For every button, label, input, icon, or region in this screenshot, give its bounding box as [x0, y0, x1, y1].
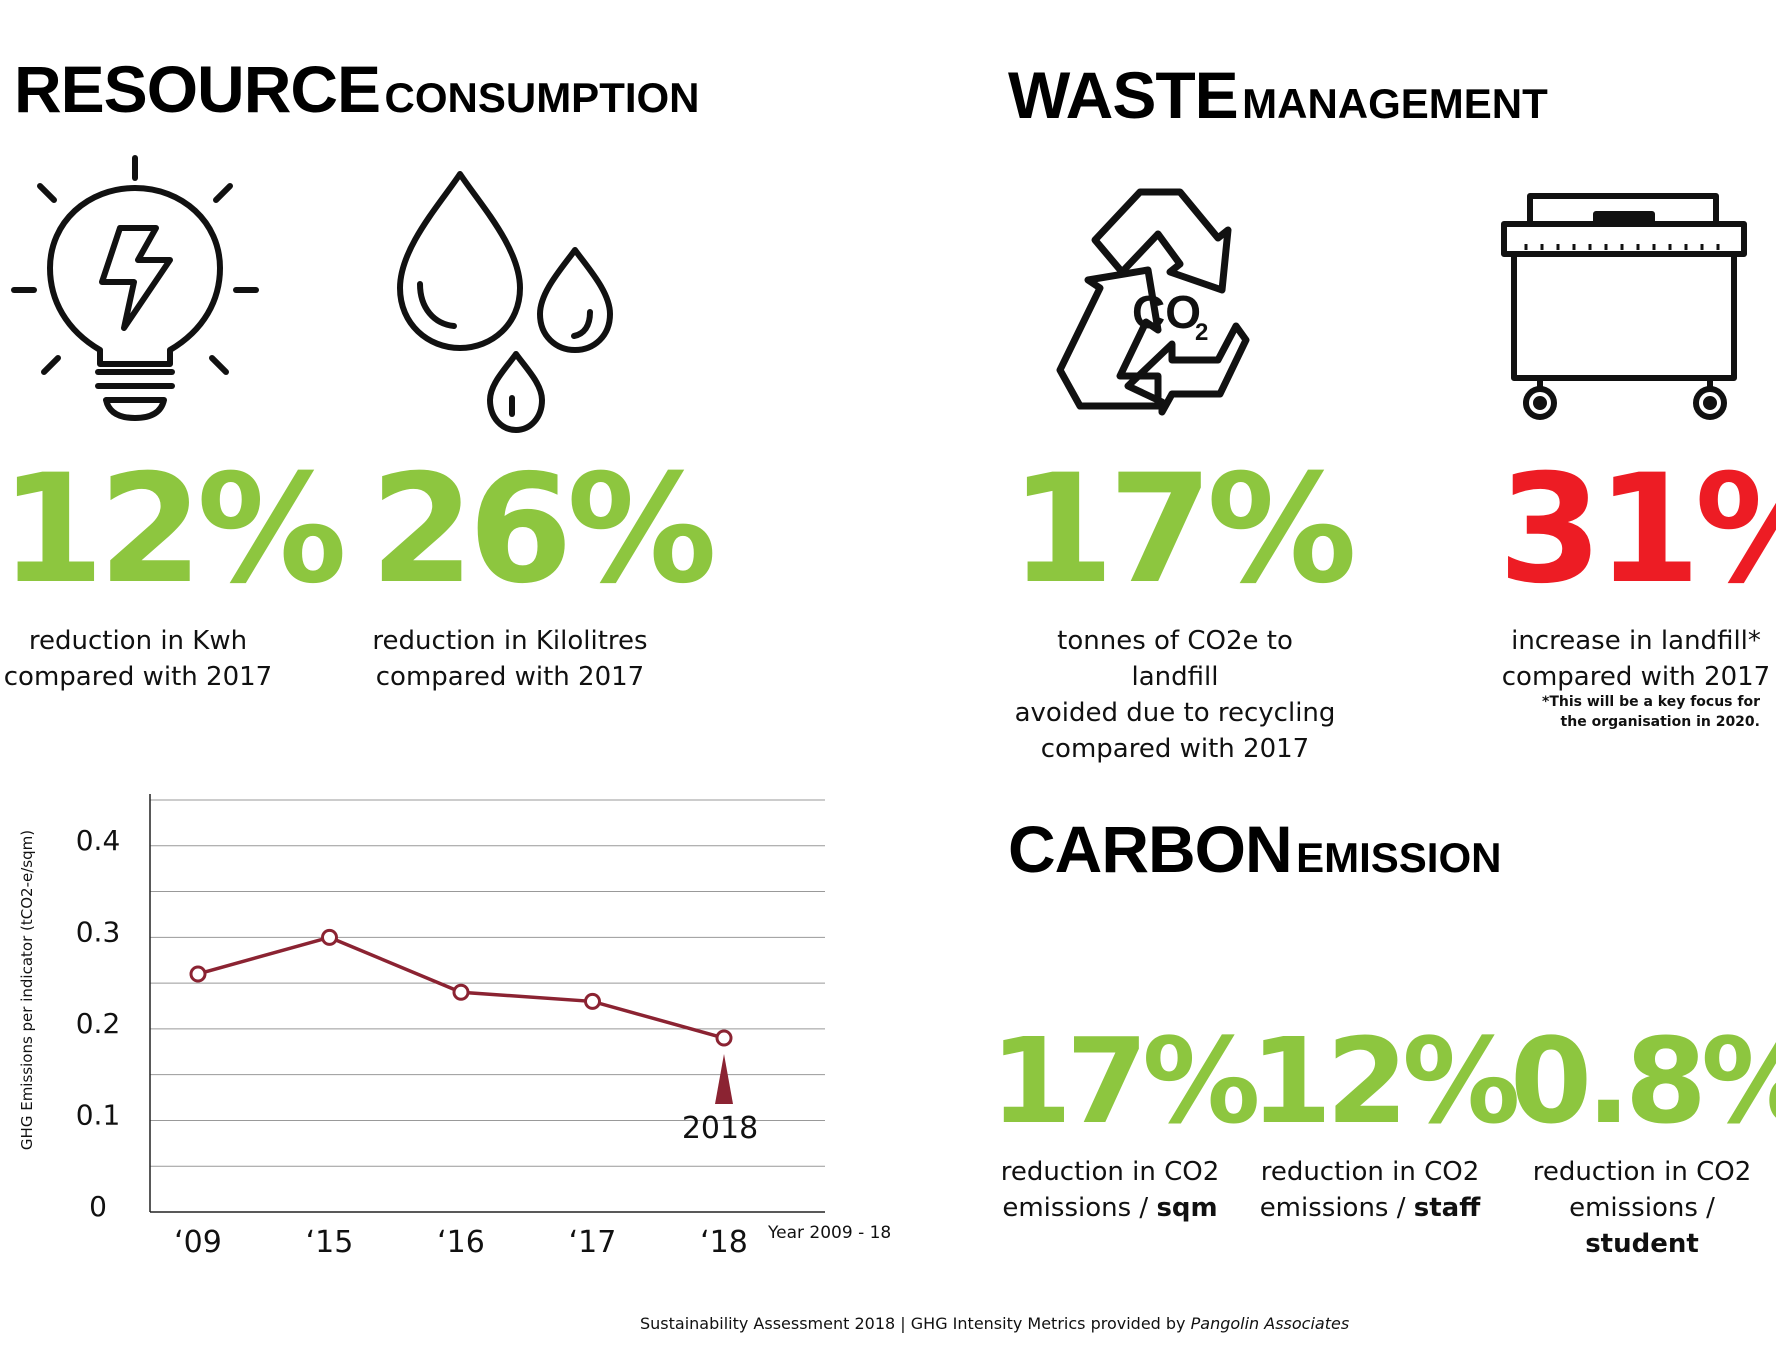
landfill-footnote: *This will be a key focus for the organi… [1542, 692, 1760, 732]
landfill-stat: 31% increase in landfill* compared with … [1498, 443, 1776, 695]
chart-y-tick-label: 0.3 [76, 915, 121, 948]
resource-heading-big: RESOURCE [14, 52, 381, 126]
carbon-sqm-line1: reduction in CO2 [1000, 1157, 1220, 1187]
resource-heading: RESOURCE CONSUMPTION [14, 56, 700, 122]
carbon-heading-small: EMISSION [1296, 834, 1502, 881]
chart-data-point [321, 928, 338, 946]
recycling-stat: 17% tonnes of CO2e to landfill avoided d… [1010, 443, 1357, 767]
waste-heading: WASTE MANAGEMENT [1008, 62, 1548, 128]
dumpster-icon [1496, 188, 1756, 428]
electricity-desc: reduction in Kwh compared with 2017 [0, 623, 276, 695]
carbon-heading-big: CARBON [1008, 812, 1293, 886]
chart-annotation-label: 2018 [682, 1111, 758, 1146]
electricity-stat: 12% reduction in Kwh compared with 2017 [0, 443, 347, 695]
co2-subscript: 2 [1195, 319, 1208, 346]
carbon-student-line2: emissions / student [1510, 1190, 1774, 1262]
carbon-student-value: 0.8% [1510, 1012, 1776, 1150]
carbon-staff-line2: emissions / staff [1250, 1190, 1490, 1226]
ghg-chart-svg: GHG Emissions per indicator (tCO2-e/sqm)… [18, 794, 891, 1260]
recycling-desc-line1: tonnes of CO2e to landfill [1057, 626, 1293, 692]
landfill-desc-line2: compared with 2017 [1501, 662, 1771, 692]
carbon-student-line1: reduction in CO2 [1532, 1157, 1752, 1187]
carbon-stat-staff: 12% reduction in CO2 emissions / staff [1250, 1012, 1520, 1226]
ghg-chart: GHG Emissions per indicator (tCO2-e/sqm)… [0, 780, 900, 1264]
chart-xlabel: Year 2009 - 18 [767, 1223, 891, 1243]
chart-x-tick-label: ‘16 [437, 1225, 485, 1260]
water-drops-icon [390, 168, 640, 438]
resource-heading-small: CONSUMPTION [384, 74, 700, 121]
landfill-value: 31% [1498, 443, 1776, 617]
carbon-sqm-line2-bold: sqm [1156, 1193, 1218, 1223]
carbon-sqm-line2-prefix: emissions / [1002, 1193, 1157, 1223]
chart-y-tick-label: 0.2 [76, 1007, 121, 1040]
footer: Sustainability Assessment 2018 | GHG Int… [640, 1314, 1349, 1333]
electricity-value: 12% [0, 443, 347, 617]
landfill-desc: increase in landfill* compared with 2017 [1498, 623, 1774, 695]
chart-y-tick-label: 0.4 [76, 824, 121, 857]
chart-x-tick-label: ‘18 [700, 1225, 748, 1260]
carbon-sqm-line2: emissions / sqm [990, 1190, 1230, 1226]
chart-x-tick-label: ‘09 [174, 1225, 222, 1260]
carbon-heading: CARBON EMISSION [1008, 816, 1501, 882]
carbon-stat-sqm: 17% reduction in CO2 emissions / sqm [990, 1012, 1260, 1226]
chart-y-tick-label: 0.1 [76, 1098, 121, 1131]
chart-data-point [715, 1029, 733, 1047]
chart-y-tick-label: 0 [89, 1190, 107, 1223]
co2-label: CO [1132, 286, 1201, 338]
footer-italic: Pangolin Associates [1190, 1314, 1350, 1333]
chart-x-tick-label: ‘15 [306, 1225, 354, 1260]
landfill-desc-line1: increase in landfill* [1511, 626, 1761, 656]
carbon-staff-line1: reduction in CO2 [1260, 1157, 1480, 1187]
chart-data-point [189, 965, 207, 983]
carbon-student-line2-prefix: emissions / [1569, 1193, 1715, 1223]
waste-heading-big: WASTE [1008, 58, 1239, 132]
water-desc: reduction in Kilolitres compared with 20… [370, 623, 650, 695]
chart-x-tick-label: ‘17 [569, 1225, 617, 1260]
recycling-desc-line3: compared with 2017 [1040, 734, 1310, 764]
recycling-value: 17% [1010, 443, 1357, 617]
carbon-stat-student: 0.8% reduction in CO2 emissions / studen… [1510, 1012, 1776, 1262]
carbon-student-line2-bold: student [1585, 1229, 1699, 1259]
chart-data-point [452, 983, 470, 1001]
lightbulb-icon [10, 150, 260, 430]
chart-annotation-arrow [715, 1054, 733, 1105]
carbon-student-desc: reduction in CO2 emissions / student [1510, 1154, 1774, 1262]
recycling-desc: tonnes of CO2e to landfill avoided due t… [1010, 623, 1340, 767]
water-stat: 26% reduction in Kilolitres compared wit… [370, 443, 717, 695]
carbon-staff-desc: reduction in CO2 emissions / staff [1250, 1154, 1490, 1226]
electricity-desc-line2: compared with 2017 [3, 662, 273, 692]
water-desc-line1: reduction in Kilolitres [372, 626, 648, 656]
chart-ylabel: GHG Emissions per indicator (tCO2-e/sqm) [18, 830, 36, 1150]
waste-heading-small: MANAGEMENT [1242, 80, 1548, 127]
recycling-desc-line2: avoided due to recycling [1014, 698, 1336, 728]
landfill-footnote-line2: the organisation in 2020. [1560, 714, 1760, 730]
recycle-co2-icon: CO 2 [1040, 180, 1290, 430]
carbon-staff-line2-bold: staff [1413, 1193, 1481, 1223]
water-value: 26% [370, 443, 717, 617]
carbon-staff-value: 12% [1250, 1012, 1520, 1150]
footer-text: Sustainability Assessment 2018 | GHG Int… [640, 1314, 1191, 1333]
chart-data-point [584, 992, 601, 1010]
electricity-desc-line1: reduction in Kwh [28, 626, 248, 656]
carbon-sqm-value: 17% [990, 1012, 1260, 1150]
carbon-staff-line2-prefix: emissions / [1259, 1193, 1414, 1223]
carbon-sqm-desc: reduction in CO2 emissions / sqm [990, 1154, 1230, 1226]
water-desc-line2: compared with 2017 [375, 662, 645, 692]
landfill-footnote-line1: *This will be a key focus for [1542, 694, 1760, 710]
